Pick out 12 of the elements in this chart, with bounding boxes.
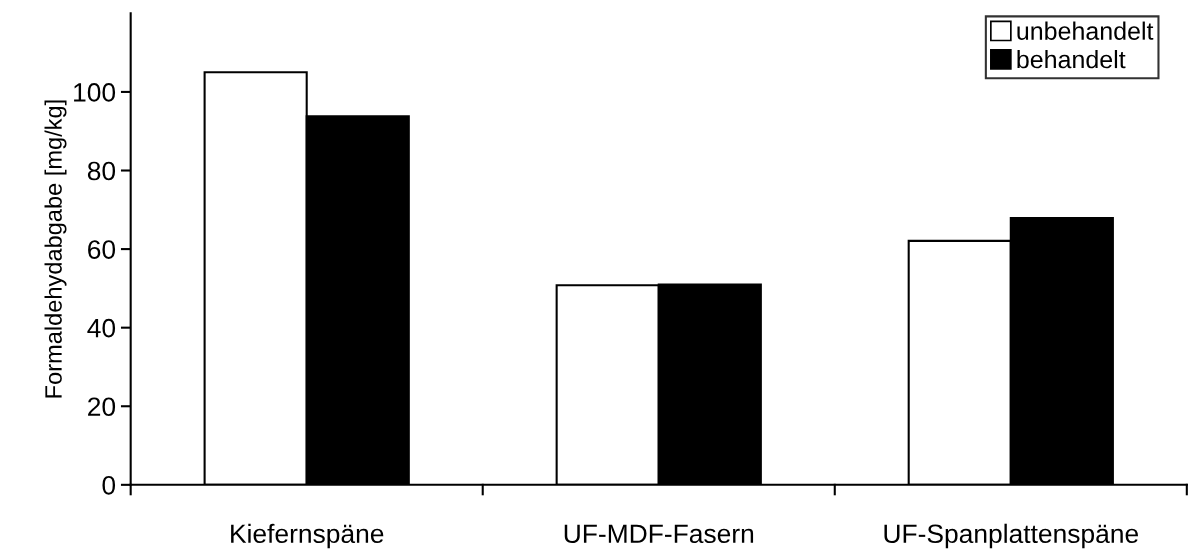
x-tick-label: UF-Spanplattenspäne [884, 523, 1138, 549]
y-tick-label: 80 [87, 161, 116, 181]
legend-label: unbehandelt [1017, 21, 1154, 40]
y-tick-label: 40 [87, 318, 116, 338]
y-tick-label: 20 [88, 397, 116, 417]
y-tick-label: 60 [88, 240, 116, 259]
x-tick-label: UF-MDF-Fasern [564, 524, 754, 544]
y-axis-title: Formaldehydabgabe [mg/kg] [44, 100, 67, 398]
x-tick-label: Kiefernspäne [231, 523, 384, 549]
y-tick-label: 0 [102, 475, 116, 495]
legend-label: behandelt [1017, 49, 1126, 69]
y-tick-label: 100 [74, 83, 116, 102]
